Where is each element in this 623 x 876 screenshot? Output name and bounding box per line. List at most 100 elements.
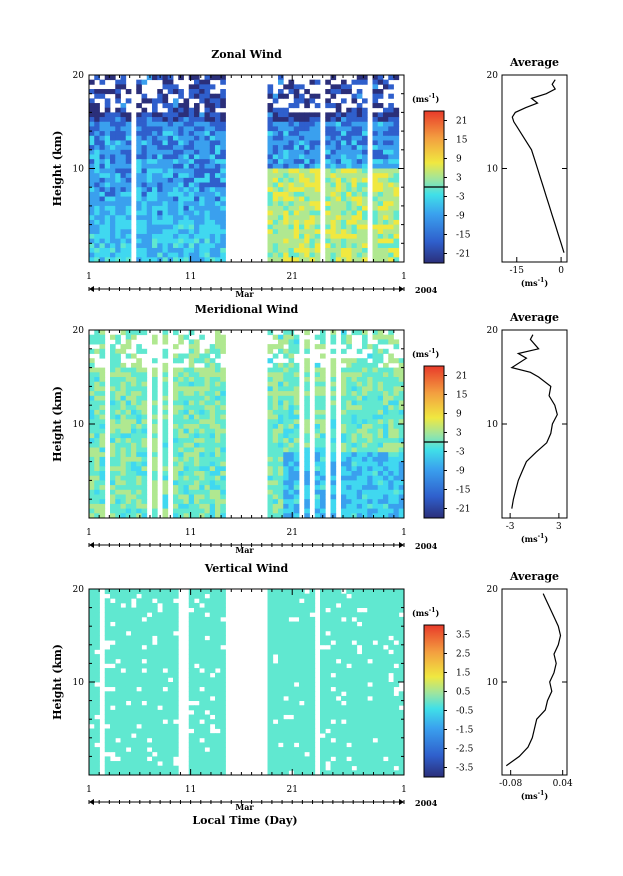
month-label: Mar: [235, 289, 254, 299]
profile-frame: [501, 329, 568, 519]
y-tick-label: 10: [73, 678, 85, 688]
x-tick-label: 21: [286, 272, 297, 282]
month-bar-arrow-left: [89, 542, 94, 548]
profile-x-label: (ms-1): [521, 533, 548, 544]
colorbar-tick-label: -9: [456, 212, 465, 222]
profile-x-tick-label: 0.04: [553, 779, 573, 789]
y-tick-label: 20: [73, 326, 85, 336]
profile-x-tick-label: 0: [558, 266, 564, 276]
average-profile: Average 10 20 -0.08 0.04 (ms-1): [487, 570, 573, 801]
month-bar-arrow-right: [399, 542, 404, 548]
colorbar-tick-label: -0.5: [456, 707, 474, 717]
profile-y-tick-label: 10: [487, 678, 499, 688]
panel-title: Meridional Wind: [195, 303, 299, 316]
colorbar: (ms-1) 21 15 9 3 -3 -9 -15 -21: [412, 348, 471, 519]
colorbar-tick-label: 21: [456, 117, 467, 127]
profile-x-tick-label: -0.08: [499, 779, 522, 789]
profile-x-tick-label: -15: [510, 266, 525, 276]
profile-x-label: (ms-1): [521, 277, 548, 288]
y-axis-label: Height (km): [51, 131, 64, 207]
y-tick-label: 20: [73, 71, 85, 81]
x-tick-label: 1: [86, 272, 92, 282]
colorbar-tick-label: -1.5: [456, 726, 474, 736]
colorbar-tick-label: 1.5: [456, 669, 471, 679]
colorbar-tick-label: -3: [456, 193, 465, 203]
x-tick-label: 11: [185, 272, 196, 282]
heatmap-cells: [89, 589, 405, 776]
colorbar: (ms-1) 3.5 2.5 1.5 0.5 -0.5 -1.5 -2.5 -3.5: [412, 607, 474, 778]
average-profile: Average 10 20 -3 3 (ms-1): [487, 311, 568, 544]
x-axis-label: Local Time (Day): [192, 814, 297, 827]
month-label: Mar: [235, 802, 254, 812]
profile-frame: [501, 74, 568, 263]
colorbar-tick-label: -15: [456, 486, 471, 496]
x-tick-label: 21: [286, 528, 297, 538]
average-profile: Average 10 20 -15 0 (ms-1): [487, 56, 568, 288]
heatmap-cells: [89, 330, 405, 519]
colorbar-unit: (ms-1): [412, 607, 439, 618]
y-tick-label: 10: [73, 165, 85, 175]
colorbar-tick-label: 0.5: [456, 688, 471, 698]
profile-x-label: (ms-1): [521, 790, 548, 801]
y-axis-label: Height (km): [51, 386, 64, 462]
colorbar-tick-label: 15: [456, 391, 468, 401]
colorbar-tick-label: -9: [456, 467, 465, 477]
colorbar-tick-label: 3: [456, 174, 462, 184]
x-tick-label: 1: [86, 785, 92, 795]
profile-line: [511, 79, 565, 253]
month-bar-arrow-left: [89, 286, 94, 292]
profile-line: [505, 593, 562, 767]
y-tick-label: 20: [73, 585, 85, 595]
colorbar-tick-label: 3: [456, 429, 462, 439]
colorbar-tick-label: 9: [456, 410, 462, 420]
profile-line: [510, 334, 558, 509]
colorbar-tick-label: -3: [456, 448, 465, 458]
x-tick-label: 1: [86, 528, 92, 538]
profile-title: Average: [509, 570, 559, 583]
colorbar-tick-label: 21: [456, 372, 467, 382]
profile-x-tick-label: 3: [556, 522, 562, 532]
profile-title: Average: [509, 56, 559, 69]
x-tick-label: 11: [185, 528, 196, 538]
x-tick-label: 1: [401, 785, 407, 795]
profile-y-tick-label: 20: [487, 71, 499, 81]
profile-frame: [501, 588, 568, 776]
x-tick-label: 1: [401, 272, 407, 282]
colorbar: (ms-1) 21 15 9 3 -3 -9 -15 -21: [412, 93, 471, 264]
month-bar-arrow-right: [399, 286, 404, 292]
year-label: 2004: [415, 541, 438, 551]
profile-y-tick-label: 10: [487, 165, 499, 175]
colorbar-gradient: [423, 624, 445, 778]
colorbar-tick-label: -2.5: [456, 745, 474, 755]
panel-title: Vertical Wind: [204, 562, 289, 575]
month-bar-arrow-right: [399, 799, 404, 805]
colorbar-tick-label: 15: [456, 136, 468, 146]
colorbar-tick-label: -3.5: [456, 764, 474, 774]
profile-y-tick-label: 20: [487, 326, 499, 336]
heatmap-cells: [89, 75, 400, 263]
profile-y-tick-label: 10: [487, 420, 499, 430]
colorbar-tick-label: 2.5: [456, 650, 471, 660]
month-bar-arrow-left: [89, 799, 94, 805]
colorbar-tick-label: 3.5: [456, 631, 471, 641]
profile-title: Average: [509, 311, 559, 324]
colorbar-tick-label: 9: [456, 155, 462, 165]
colorbar-unit: (ms-1): [412, 348, 439, 359]
year-label: 2004: [415, 798, 438, 808]
panel-title: Zonal Wind: [211, 48, 282, 61]
colorbar-tick-label: -21: [456, 505, 471, 515]
year-label: 2004: [415, 285, 438, 295]
month-label: Mar: [235, 545, 254, 555]
y-axis-label: Height (km): [51, 644, 64, 720]
y-tick-label: 10: [73, 420, 85, 430]
x-tick-label: 21: [286, 785, 297, 795]
profile-y-tick-label: 20: [487, 585, 499, 595]
colorbar-unit: (ms-1): [412, 93, 439, 104]
x-tick-label: 1: [401, 528, 407, 538]
colorbar-tick-label: -21: [456, 250, 471, 260]
x-tick-label: 11: [185, 785, 196, 795]
